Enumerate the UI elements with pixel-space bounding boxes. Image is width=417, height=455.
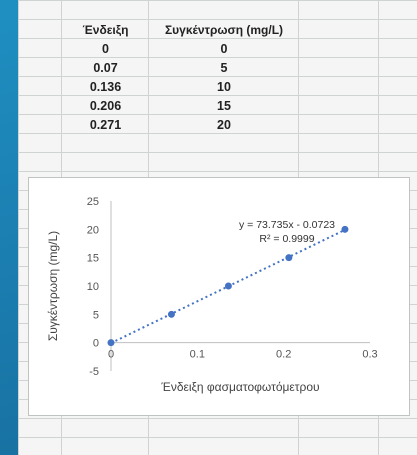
spreadsheet[interactable]: Ένδειξη Συγκέντρωση (mg/L) 0 0 0.07 5 0.…: [18, 0, 417, 455]
y-tick-label: 0: [93, 338, 99, 350]
data-point: [341, 225, 349, 233]
data-table: Ένδειξη Συγκέντρωση (mg/L) 0 0 0.07 5 0.…: [62, 20, 299, 134]
y-tick-label: 5: [93, 309, 99, 321]
x-tick-label: 0.3: [362, 349, 377, 361]
y-tick-label: -5: [89, 366, 99, 378]
y-tick-label: 20: [87, 224, 99, 236]
y-axis-title: Συγκέντρωση (mg/L): [46, 231, 60, 341]
chart-canvas: -5 0 5 10 15 20 25 0 0.1 0.2 0.3 Ένδειξη φασματοφωτ…: [46, 196, 378, 394]
table-row: 0 0: [62, 39, 299, 58]
table-row: 0.206 15: [62, 96, 299, 115]
cell-concentration[interactable]: 15: [217, 98, 231, 113]
cell-concentration[interactable]: 5: [220, 60, 228, 75]
r-squared-label: R² = 0.9999: [259, 233, 314, 245]
x-tick-label: 0.1: [190, 349, 205, 361]
trendline: [110, 228, 346, 344]
data-point: [107, 339, 115, 347]
cell-reading[interactable]: 0: [102, 41, 109, 56]
cell-reading[interactable]: 0.206: [89, 98, 122, 113]
cell-reading[interactable]: 0.271: [89, 117, 122, 132]
table-row: 0.07 5: [62, 58, 299, 77]
x-axis-title: Ένδειξη φασματοφωτόμετρου: [160, 380, 319, 394]
data-point: [167, 310, 175, 318]
cell-reading[interactable]: 0.07: [93, 60, 118, 75]
x-tick-label: 0: [108, 349, 114, 361]
table-row: 0.271 20: [62, 115, 299, 134]
table-header-row: Ένδειξη Συγκέντρωση (mg/L): [62, 20, 299, 39]
header-reading[interactable]: Ένδειξη: [82, 22, 129, 37]
cell-concentration[interactable]: 10: [217, 79, 231, 94]
header-concentration[interactable]: Συγκέντρωση (mg/L): [164, 22, 284, 37]
data-point: [285, 254, 293, 262]
y-tick-label: 25: [87, 196, 99, 208]
cell-concentration[interactable]: 20: [217, 117, 231, 132]
x-tick-label: 0.2: [276, 349, 291, 361]
data-point: [224, 282, 232, 290]
y-tick-label: 15: [87, 253, 99, 265]
trendline-equation: y = 73.735x - 0.0723: [239, 219, 335, 231]
scatter-chart[interactable]: -5 0 5 10 15 20 25 0 0.1 0.2 0.3 Ένδειξη φασματοφωτ…: [28, 177, 410, 416]
table-row: 0.136 10: [62, 77, 299, 96]
cell-reading[interactable]: 0.136: [89, 79, 122, 94]
y-tick-label: 10: [87, 281, 99, 293]
cell-concentration[interactable]: 0: [220, 41, 228, 56]
